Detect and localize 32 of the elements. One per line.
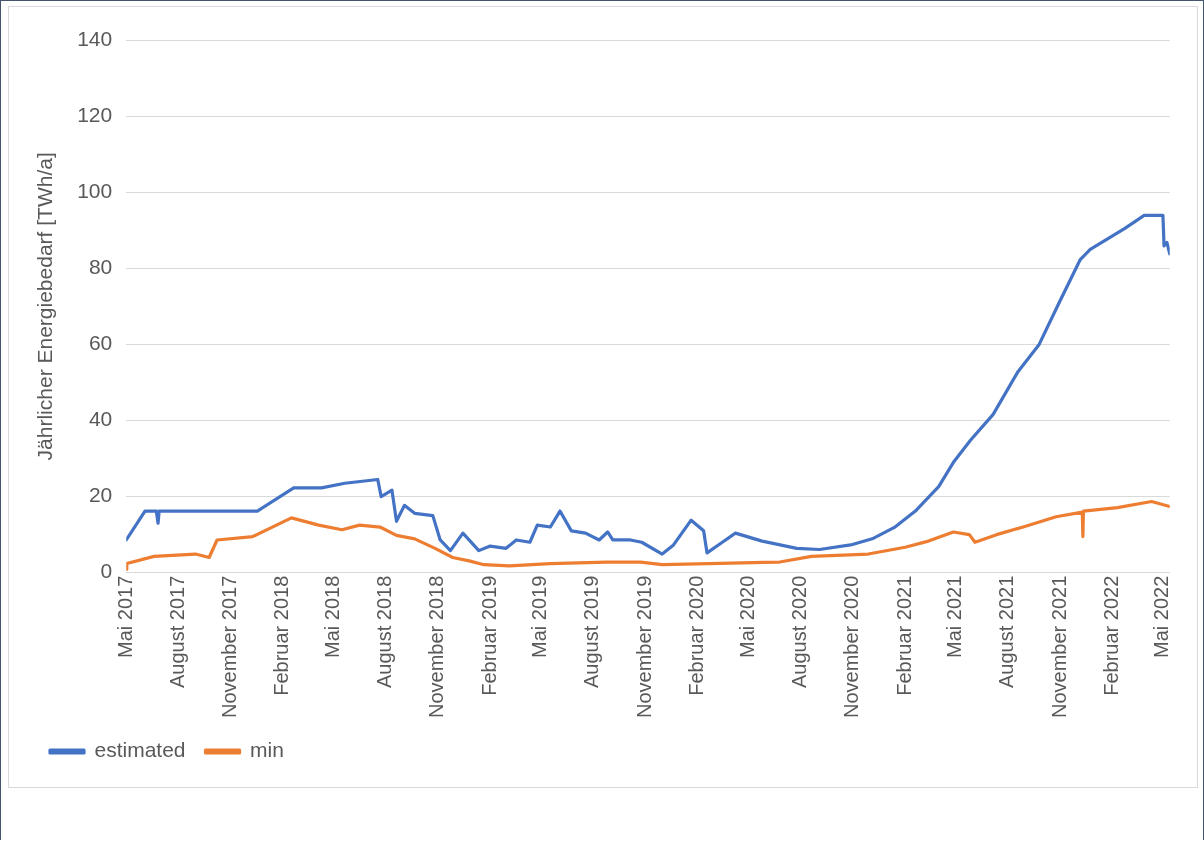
x-tick-label: Mai 2017 — [113, 575, 136, 658]
x-tick-label: November 2017 — [218, 575, 241, 719]
x-tick-label: November 2020 — [840, 575, 863, 719]
x-tick-label: November 2019 — [632, 575, 655, 719]
x-tick-label: August 2020 — [788, 575, 811, 689]
x-tick-label: November 2021 — [1047, 575, 1070, 719]
legend-label: estimated — [94, 738, 186, 762]
x-tick-label: Februar 2021 — [892, 575, 915, 696]
x-tick-label: August 2018 — [373, 575, 396, 689]
y-tick-label: 0 — [100, 559, 113, 583]
x-tick-label: Februar 2022 — [1099, 575, 1122, 696]
x-tick-label: August 2019 — [580, 575, 603, 689]
y-tick-label: 140 — [77, 26, 113, 50]
y-tick-label: 80 — [88, 255, 113, 279]
x-tick-label: Mai 2020 — [735, 575, 758, 658]
x-tick-label: Mai 2018 — [320, 575, 343, 658]
y-tick-label: 100 — [77, 179, 113, 202]
x-tick-label: August 2021 — [995, 575, 1018, 689]
x-tick-label: August 2017 — [165, 575, 188, 689]
x-tick-label: Mai 2021 — [943, 575, 966, 658]
y-tick-label: 60 — [88, 331, 113, 355]
legend-label: min — [250, 738, 284, 762]
y-tick-label: 20 — [88, 483, 113, 507]
x-tick-label: Februar 2020 — [684, 575, 707, 696]
y-axis-title: Jährlicher Energiebedarf [TWh/a] — [33, 152, 57, 461]
y-tick-label: 120 — [77, 102, 113, 126]
x-tick-label: Februar 2018 — [270, 575, 293, 696]
y-tick-label: 40 — [88, 407, 113, 431]
x-tick-label: November 2018 — [425, 575, 448, 719]
x-tick-label: Februar 2019 — [477, 575, 500, 696]
x-tick-label: Mai 2022 — [1150, 575, 1173, 658]
x-tick-label: Mai 2019 — [528, 575, 551, 658]
